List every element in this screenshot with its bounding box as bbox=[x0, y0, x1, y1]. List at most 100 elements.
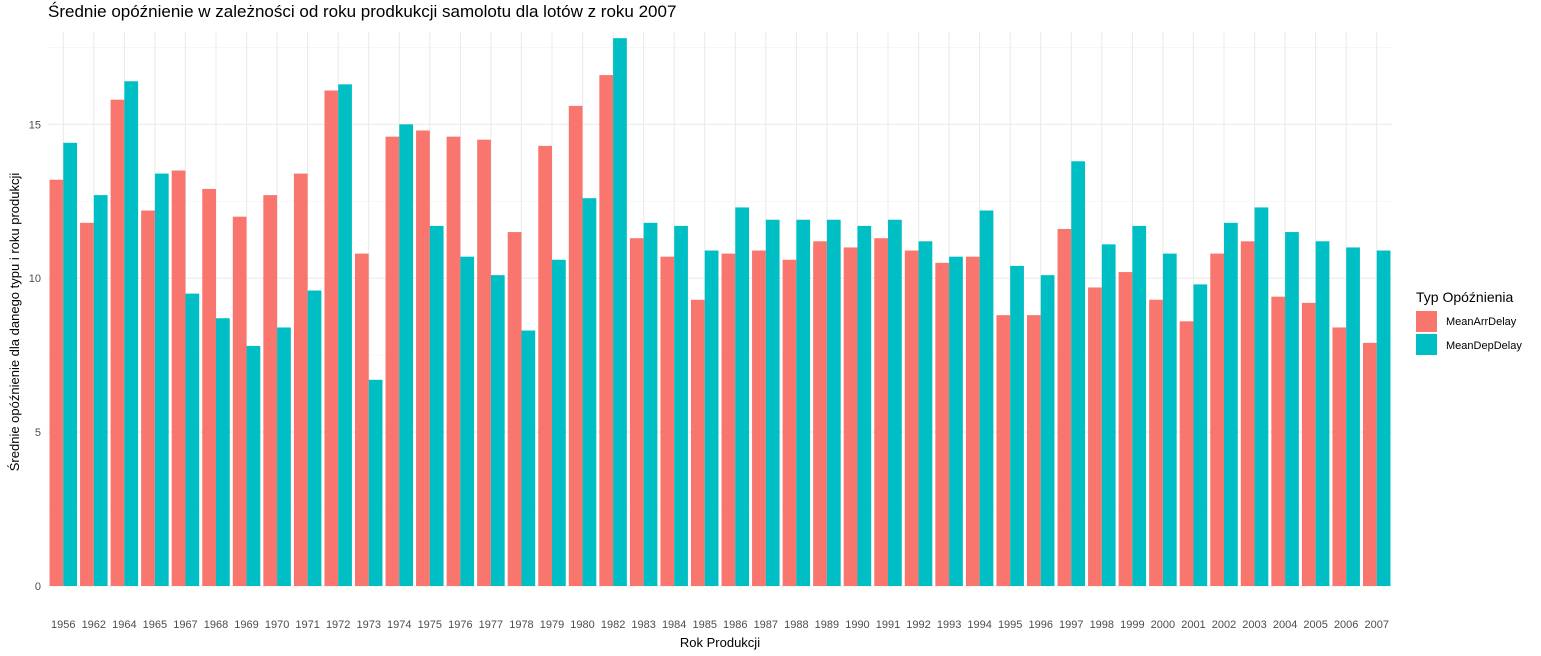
x-tick-label: 1984 bbox=[662, 619, 686, 631]
x-tick-label: 1988 bbox=[784, 619, 808, 631]
bar-MeanDepDelay-1971 bbox=[307, 290, 322, 586]
x-tick-label: 1968 bbox=[204, 619, 228, 631]
legend-label-mean-arr-delay: MeanArrDelay bbox=[1446, 316, 1517, 328]
bar-MeanDepDelay-1999 bbox=[1132, 225, 1147, 586]
x-tick-label: 1993 bbox=[937, 619, 961, 631]
bar-MeanDepDelay-1972 bbox=[338, 84, 352, 586]
bar-MeanArrDelay-1967 bbox=[171, 170, 186, 586]
x-tick-label: 2001 bbox=[1181, 619, 1205, 631]
bar-MeanDepDelay-1965 bbox=[154, 173, 169, 586]
x-tick-label: 1975 bbox=[418, 619, 442, 631]
legend: Typ Opóźnienia MeanArrDelay MeanDepDelay bbox=[1416, 289, 1522, 355]
bar-MeanDepDelay-1975 bbox=[429, 225, 444, 586]
bar-MeanArrDelay-1999 bbox=[1118, 272, 1133, 586]
bar-MeanArrDelay-1987 bbox=[752, 250, 766, 586]
bar-MeanArrDelay-1965 bbox=[141, 210, 155, 586]
bar-MeanArrDelay-1969 bbox=[232, 216, 247, 587]
x-tick-label: 1994 bbox=[967, 619, 991, 631]
x-tick-label: 1964 bbox=[112, 619, 136, 631]
bar-MeanArrDelay-1978 bbox=[507, 232, 522, 586]
bar-MeanArrDelay-2005 bbox=[1301, 302, 1316, 586]
bar-MeanDepDelay-2006 bbox=[1346, 247, 1360, 586]
legend-title: Typ Opóźnienia bbox=[1416, 289, 1513, 305]
x-tick-label: 2003 bbox=[1242, 619, 1266, 631]
x-tick-label: 1990 bbox=[845, 619, 869, 631]
legend-label-mean-dep-delay: MeanDepDelay bbox=[1446, 340, 1522, 352]
bar-MeanArrDelay-2002 bbox=[1210, 253, 1224, 586]
x-tick-label: 1974 bbox=[387, 619, 411, 631]
bar-MeanArrDelay-1971 bbox=[293, 173, 308, 586]
bar-MeanArrDelay-1992 bbox=[904, 250, 919, 586]
bar-MeanArrDelay-2007 bbox=[1362, 342, 1377, 586]
bar-MeanDepDelay-2007 bbox=[1376, 250, 1391, 586]
x-tick-label: 1979 bbox=[540, 619, 564, 631]
x-tick-label: 1996 bbox=[1028, 619, 1052, 631]
bar-MeanArrDelay-2003 bbox=[1240, 241, 1255, 587]
x-axis-ticks: 1956 1962 1964 1965 1967 1968 1969 1970 1971 1972… bbox=[51, 619, 1389, 631]
bar-MeanDepDelay-1964 bbox=[124, 81, 139, 587]
x-tick-label: 1956 bbox=[51, 619, 75, 631]
x-tick-label: 1991 bbox=[876, 619, 900, 631]
legend-swatch-mean-dep-delay bbox=[1416, 334, 1437, 355]
bar-MeanDepDelay-2003 bbox=[1254, 207, 1269, 586]
bar-MeanArrDelay-1979 bbox=[538, 145, 552, 586]
bar-MeanDepDelay-2005 bbox=[1315, 241, 1330, 587]
bar-MeanArrDelay-1982 bbox=[599, 75, 614, 586]
x-tick-label: 1973 bbox=[356, 619, 380, 631]
bar-MeanArrDelay-1974 bbox=[385, 136, 400, 586]
bar-MeanArrDelay-1990 bbox=[843, 247, 858, 586]
bars bbox=[49, 38, 1391, 587]
bar-MeanDepDelay-1994 bbox=[979, 210, 994, 586]
x-tick-label: 1978 bbox=[509, 619, 533, 631]
bar-MeanArrDelay-1983 bbox=[629, 238, 644, 586]
bar-MeanDepDelay-1993 bbox=[949, 256, 963, 586]
bar-MeanDepDelay-1974 bbox=[399, 124, 414, 586]
y-axis-ticks: 0 5 10 15 bbox=[29, 119, 41, 593]
bar-MeanDepDelay-2000 bbox=[1162, 253, 1177, 586]
bar-MeanDepDelay-1968 bbox=[216, 318, 230, 586]
bar-MeanArrDelay-1995 bbox=[996, 315, 1011, 586]
bar-MeanArrDelay-1998 bbox=[1088, 287, 1102, 586]
x-tick-label: 1986 bbox=[723, 619, 747, 631]
bar-MeanArrDelay-2004 bbox=[1271, 296, 1286, 586]
x-tick-label: 1962 bbox=[82, 619, 106, 631]
x-tick-label: 1967 bbox=[173, 619, 197, 631]
bar-MeanArrDelay-1991 bbox=[874, 238, 888, 586]
bar-MeanArrDelay-2001 bbox=[1179, 321, 1194, 586]
bar-MeanArrDelay-1985 bbox=[690, 299, 705, 586]
bar-MeanArrDelay-2006 bbox=[1332, 327, 1347, 586]
y-axis-title: Średnie opóźnienie dla danego typu i rok… bbox=[7, 173, 22, 472]
x-tick-label: 1972 bbox=[326, 619, 350, 631]
chart-title: Średnie opóźnienie w zależności od roku … bbox=[48, 2, 677, 21]
bar-MeanArrDelay-1976 bbox=[446, 136, 461, 586]
bar-MeanDepDelay-1976 bbox=[460, 256, 475, 586]
bar-MeanArrDelay-1964 bbox=[110, 99, 125, 587]
bar-MeanDepDelay-1956 bbox=[63, 142, 78, 587]
bar-MeanDepDelay-1970 bbox=[277, 327, 291, 586]
bar-MeanArrDelay-1989 bbox=[813, 241, 827, 587]
bar-MeanDepDelay-1979 bbox=[552, 259, 566, 586]
bar-MeanDepDelay-1973 bbox=[368, 379, 383, 586]
bar-MeanDepDelay-1969 bbox=[246, 345, 261, 586]
x-tick-label: 1977 bbox=[479, 619, 503, 631]
bar-MeanDepDelay-1991 bbox=[888, 219, 902, 587]
y-tick-label: 15 bbox=[29, 119, 41, 131]
bar-MeanArrDelay-1972 bbox=[324, 90, 339, 586]
bar-MeanDepDelay-1967 bbox=[185, 293, 200, 586]
bar-MeanArrDelay-1973 bbox=[354, 253, 369, 586]
bar-MeanArrDelay-1977 bbox=[477, 139, 491, 586]
x-tick-label: 2004 bbox=[1273, 619, 1297, 631]
x-tick-label: 1983 bbox=[631, 619, 655, 631]
x-tick-label: 1999 bbox=[1120, 619, 1144, 631]
bar-MeanDepDelay-1978 bbox=[521, 330, 536, 586]
bar-MeanDepDelay-1988 bbox=[796, 219, 811, 587]
x-tick-label: 2000 bbox=[1151, 619, 1175, 631]
x-tick-label: 1987 bbox=[754, 619, 778, 631]
x-tick-label: 1997 bbox=[1059, 619, 1083, 631]
bar-MeanDepDelay-1984 bbox=[674, 225, 688, 586]
bar-MeanDepDelay-1990 bbox=[857, 225, 872, 586]
bar-MeanDepDelay-1987 bbox=[765, 219, 780, 587]
bar-MeanDepDelay-1985 bbox=[704, 250, 719, 586]
x-tick-label: 2006 bbox=[1334, 619, 1358, 631]
bar-MeanArrDelay-1962 bbox=[80, 222, 94, 586]
